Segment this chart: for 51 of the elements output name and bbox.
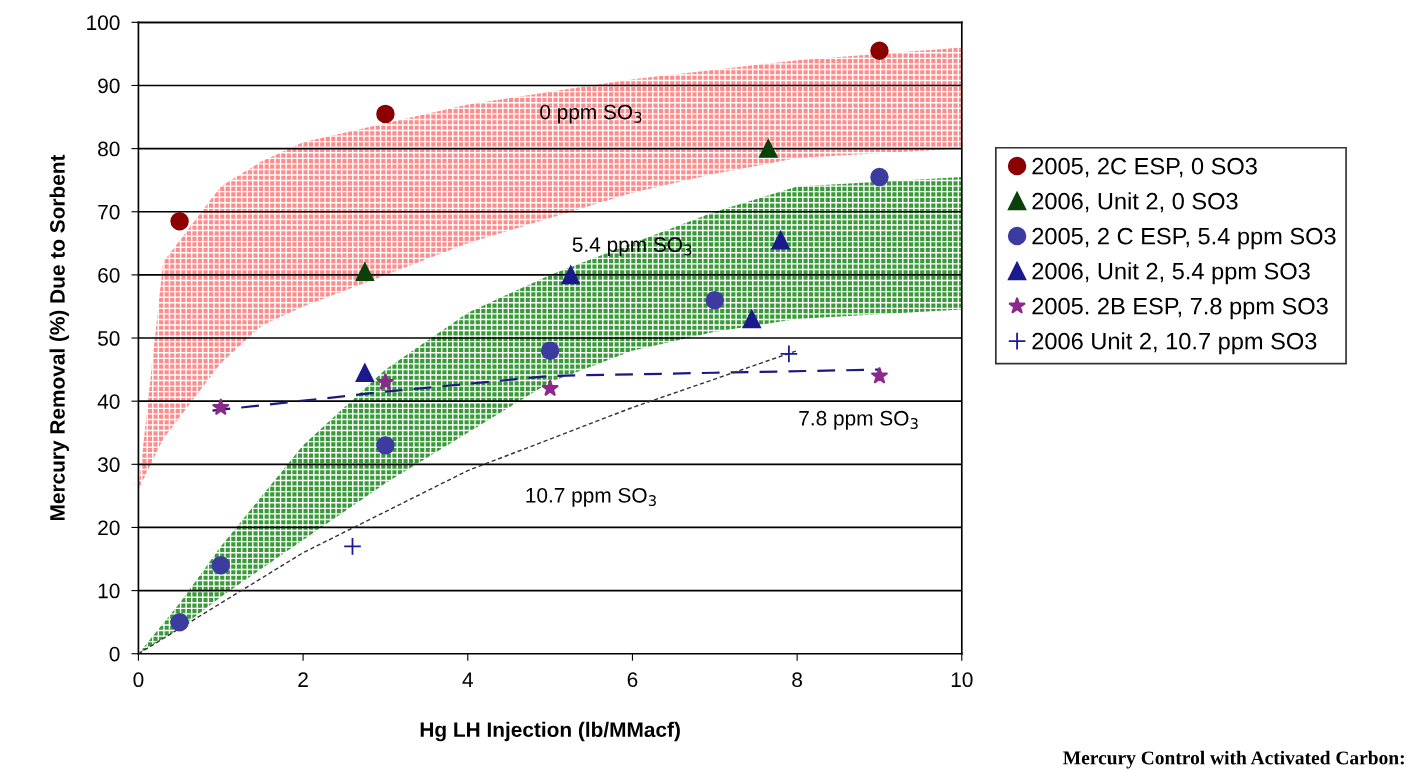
legend-label: 2005. 2B ESP, 7.8 ppm SO3 [1032, 297, 1328, 320]
legend-label: 2006, Unit 2, 5.4 ppm SO3 [1032, 262, 1310, 285]
y-tick-label: 60 [98, 267, 120, 283]
x-tick-label: 4 [462, 672, 473, 687]
x-tick-label: 0 [133, 672, 144, 688]
point [771, 230, 790, 250]
point [376, 372, 395, 390]
point [742, 309, 762, 329]
point [540, 341, 560, 360]
point [705, 290, 725, 310]
point [170, 612, 189, 632]
x-tick-label: 10 [951, 672, 973, 688]
x-tick-label: 6 [627, 672, 638, 688]
y-tick-label: 80 [98, 141, 120, 157]
y-tick-label: 40 [97, 394, 120, 409]
point [561, 265, 580, 285]
legend-label: 2005, 2 C ESP, 5.4 ppm SO3 [1032, 227, 1336, 250]
point [759, 139, 778, 158]
point [779, 344, 799, 364]
text: Mercury Control with Activated Carbon: [1063, 750, 1404, 769]
point [355, 363, 375, 382]
legend-label: 2006, Unit 2, 0 SO3 [1032, 192, 1238, 213]
point [870, 366, 889, 384]
y-tick-label: 90 [98, 78, 120, 94]
point [541, 379, 559, 397]
point [870, 41, 889, 60]
point [211, 398, 230, 416]
y-tick-label: 100 [87, 15, 120, 31]
x-tick-label: 2 [298, 672, 308, 687]
legend-label: 2005, 2C ESP, 0 SO3 [1032, 157, 1257, 178]
point [870, 167, 889, 187]
point [170, 211, 189, 231]
y-tick-label: 70 [98, 204, 120, 220]
point [376, 104, 395, 124]
y-tick-label: 30 [97, 457, 120, 473]
annotation: 7.8 ppm SO$_{3}$ [799, 410, 918, 430]
point [355, 262, 375, 281]
point [376, 436, 395, 455]
y-tick-label: 0 [109, 646, 120, 662]
legend-label: 2006 Unit 2, 10.7 ppm SO3 [1032, 332, 1317, 355]
line-series [138, 349, 798, 654]
annotation: 0 ppm SO$_{3}$ [540, 104, 642, 124]
y-axis-title: Mercury Removal (%) Due to Sorbent [49, 154, 69, 521]
point [343, 537, 362, 556]
x-axis-title: Hg LH Injection (lb/MMacf) [420, 721, 680, 742]
y-tick-label: 20 [98, 520, 120, 536]
annotation: 10.7 ppm SO$_{3}$ [526, 487, 656, 507]
x-tick-label: 8 [792, 672, 803, 688]
y-tick-label: 50 [98, 331, 120, 346]
y-tick-label: 10 [98, 583, 120, 599]
point [211, 556, 230, 575]
